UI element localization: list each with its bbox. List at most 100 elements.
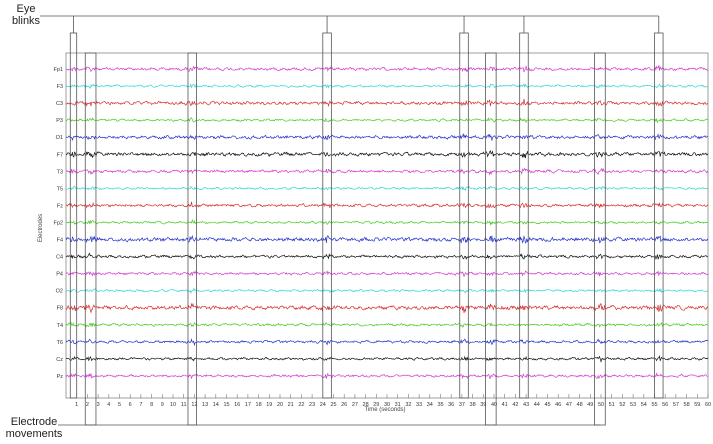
- x-tick-label: 8: [150, 402, 153, 408]
- y-axis-label: Electrodes: [38, 214, 44, 242]
- channel-label: Pz: [57, 374, 64, 380]
- channel-label: F8: [57, 306, 63, 312]
- x-tick-label: 10: [170, 402, 176, 408]
- trace-f7: [65, 149, 709, 159]
- x-tick-label: 49: [587, 402, 593, 408]
- x-tick-label: 34: [427, 402, 433, 408]
- trace-t5: [65, 185, 709, 192]
- x-tick-label: 9: [161, 402, 164, 408]
- x-tick-label: 6: [129, 402, 132, 408]
- channel-label: T3: [57, 169, 63, 175]
- trace-f8: [65, 302, 709, 314]
- trace-fp2: [65, 218, 709, 226]
- trace-f4: [65, 235, 709, 244]
- x-tick-label: 58: [684, 402, 690, 408]
- x-tick-label: 40: [491, 402, 497, 408]
- x-tick-label: 22: [298, 402, 304, 408]
- channel-label: C4: [56, 255, 63, 261]
- x-tick-label: 51: [609, 402, 615, 408]
- x-tick-label: 17: [245, 402, 251, 408]
- x-tick-label: 26: [341, 402, 347, 408]
- eye-blink-box: [519, 32, 529, 399]
- channel-label: P4: [56, 272, 63, 278]
- electrode-movements-label: Electrode movements: [6, 416, 63, 440]
- x-tick-label: 36: [448, 402, 454, 408]
- x-tick-label: 44: [534, 402, 540, 408]
- x-tick-label: 2: [86, 402, 89, 408]
- eye-blink-markers: [69, 32, 664, 399]
- x-tick-label: 46: [555, 402, 561, 408]
- trace-c4: [65, 252, 708, 260]
- channel-label: T5: [57, 186, 63, 192]
- x-tick-label: 48: [577, 402, 583, 408]
- channel-label: Fp1: [54, 67, 63, 73]
- channel-label: O1: [56, 135, 63, 141]
- trace-t4: [65, 321, 709, 328]
- channel-label: C3: [56, 101, 63, 107]
- eye-blink-box: [69, 32, 78, 399]
- channel-label: Fz: [57, 203, 63, 209]
- electrode-movement-box: [84, 52, 97, 426]
- x-tick-label: 21: [288, 402, 294, 408]
- trace-o1: [65, 133, 709, 141]
- x-axis-label: Time (seconds): [364, 407, 405, 413]
- top-annotation: Eye blinks: [12, 3, 660, 33]
- x-tick-label: 31: [395, 402, 401, 408]
- channel-label: O2: [56, 289, 63, 295]
- channel-label: F3: [57, 84, 63, 90]
- x-tick-label: 5: [118, 402, 121, 408]
- x-tick-label: 32: [405, 402, 411, 408]
- x-tick-label: 53: [630, 402, 636, 408]
- channel-label: T4: [57, 323, 63, 329]
- x-tick-label: 3: [97, 402, 100, 408]
- x-tick-label: 25: [330, 402, 336, 408]
- eye-blink-box: [459, 32, 469, 399]
- x-tick-label: 39: [480, 402, 486, 408]
- x-tick-label: 45: [544, 402, 550, 408]
- x-tick-label: 56: [662, 402, 668, 408]
- trace-fz: [65, 201, 709, 209]
- x-tick-label: 27: [352, 402, 358, 408]
- x-tick-label: 43: [523, 402, 529, 408]
- trace-c3: [65, 98, 709, 108]
- trace-f3: [65, 83, 709, 89]
- trace-cz: [65, 354, 709, 363]
- trace-o2: [65, 287, 709, 295]
- x-tick-label: 15: [223, 402, 229, 408]
- x-tick-label: 16: [234, 402, 240, 408]
- x-tick-label: 59: [694, 402, 700, 408]
- x-tick-label: 29: [373, 402, 379, 408]
- channel-labels: Fp1 F3 C3 P3 O1 F7 T3 T5 Fz Fp2 F4 C4 P4 O2 F8 T4 T6 Cz Pz: [54, 67, 64, 380]
- trace-pz: [65, 372, 709, 380]
- bottom-annotation: Electrode movements: [6, 416, 600, 440]
- x-tick-label: 7: [139, 402, 142, 408]
- x-tick-label: 37: [459, 402, 465, 408]
- channel-traces: [65, 65, 709, 380]
- x-tick-label: 12: [191, 402, 197, 408]
- x-tick-label: 60: [705, 402, 711, 408]
- x-tick-label: 30: [384, 402, 390, 408]
- eye-blinks-label: Eye blinks: [12, 3, 41, 27]
- eye-blink-box: [322, 32, 332, 399]
- channel-label: Cz: [56, 357, 63, 363]
- plot-frame: [65, 52, 709, 399]
- trace-t3: [65, 167, 709, 176]
- x-axis-ticks: 1 2 3 4 5 6 7 8 9 10 11 12 13 14 15 16 17 18 19 20 21 22 23 24 2…: [75, 394, 711, 408]
- x-tick-label: 42: [512, 402, 518, 408]
- trace-t6: [65, 338, 709, 347]
- x-tick-label: 47: [566, 402, 572, 408]
- channel-label: T6: [57, 340, 63, 346]
- trace-fp1: [65, 65, 709, 73]
- x-tick-label: 13: [202, 402, 208, 408]
- x-tick-label: 41: [502, 402, 508, 408]
- trace-p4: [65, 270, 709, 278]
- channel-label: F7: [57, 152, 63, 158]
- x-tick-label: 28: [363, 402, 369, 408]
- x-tick-label: 33: [416, 402, 422, 408]
- trace-p3: [65, 116, 709, 124]
- x-tick-label: 19: [266, 402, 272, 408]
- x-tick-label: 14: [213, 402, 219, 408]
- channel-label: Fp2: [54, 220, 63, 226]
- x-tick-label: 4: [107, 402, 110, 408]
